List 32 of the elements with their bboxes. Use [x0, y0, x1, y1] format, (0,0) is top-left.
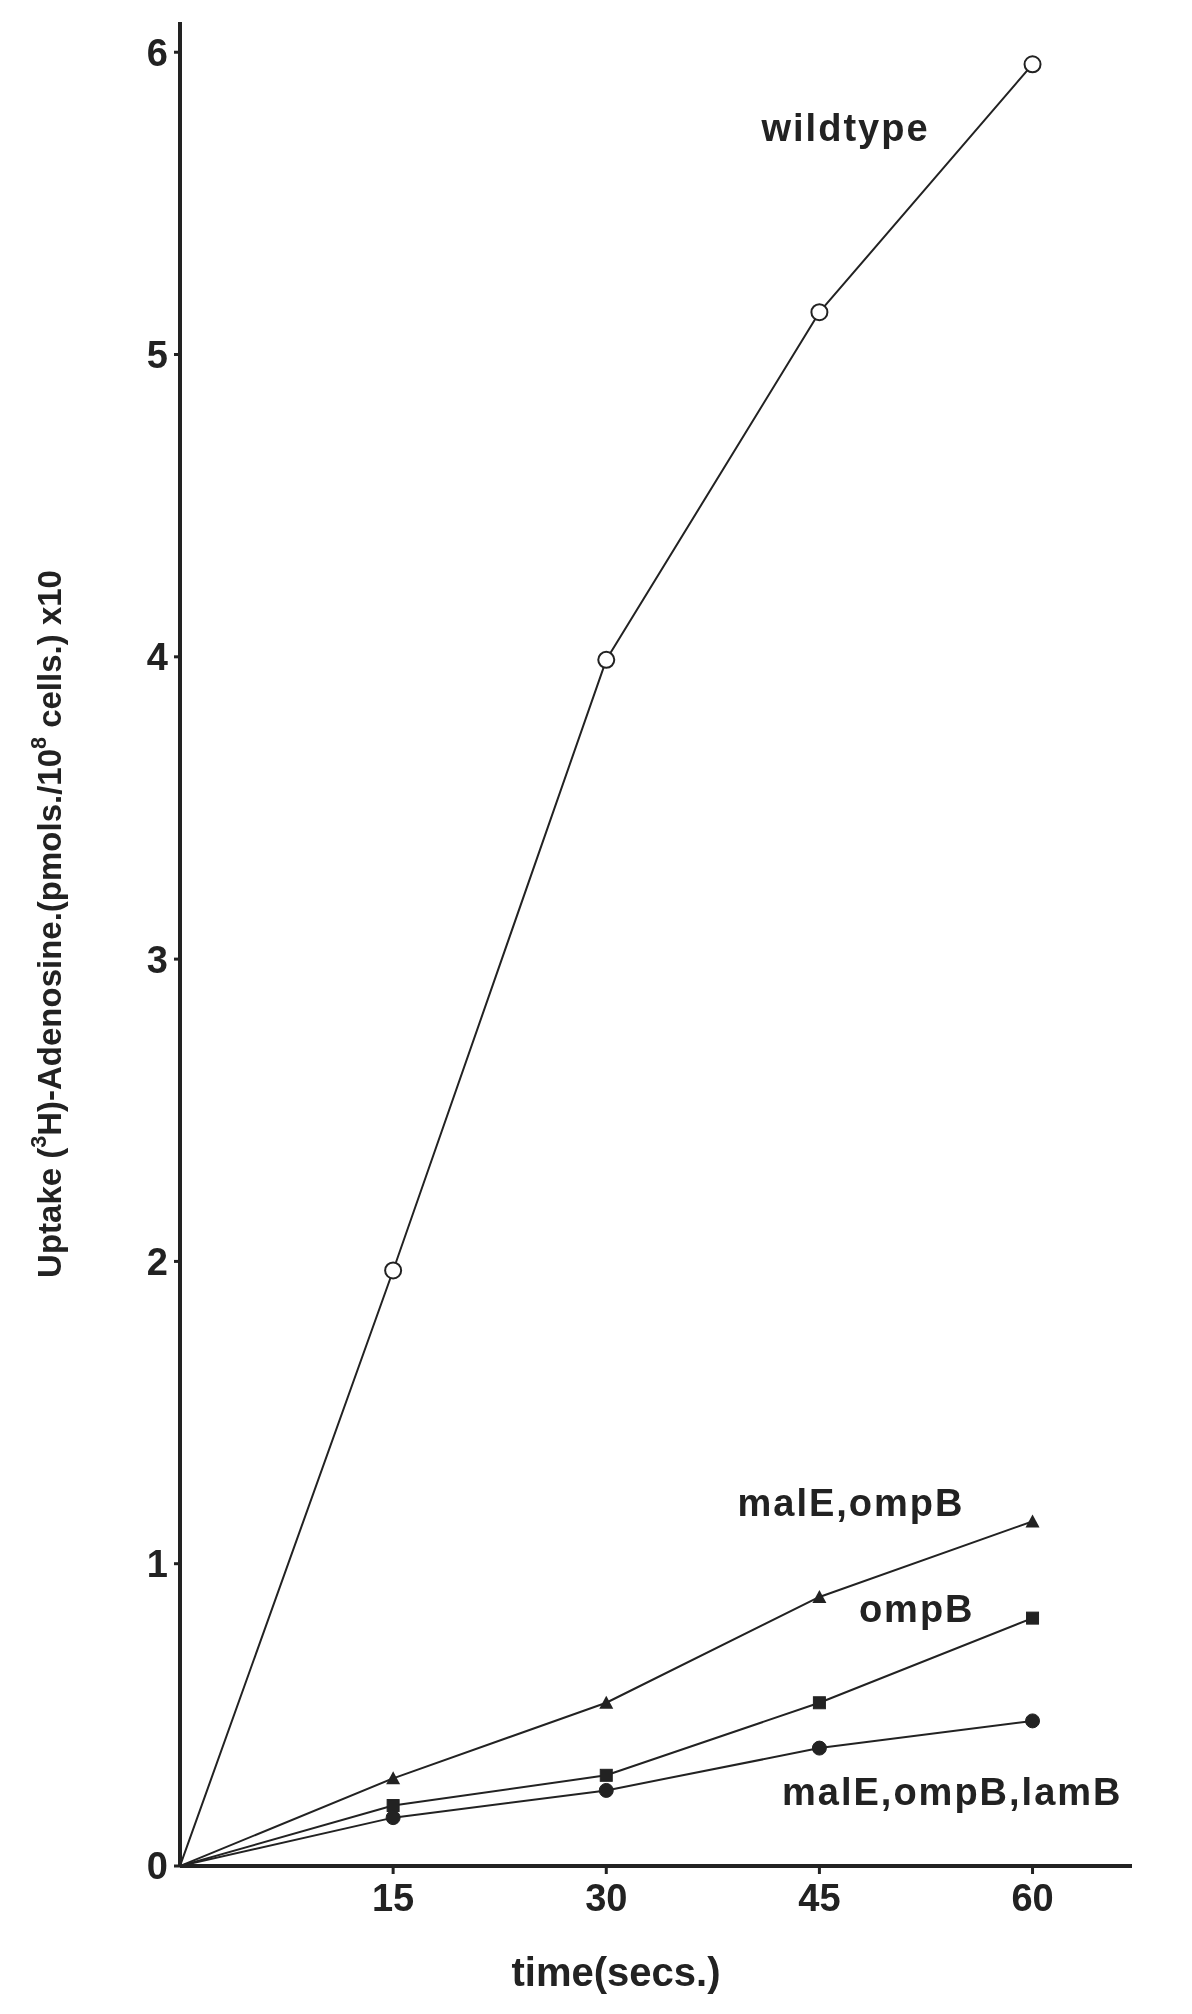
y-tick-label: 2	[146, 1240, 168, 1283]
x-axis-title: time(secs.)	[511, 1950, 721, 1994]
x-tick-label: 15	[371, 1876, 415, 1919]
point	[385, 1810, 401, 1826]
point	[1026, 1611, 1040, 1625]
point	[599, 1695, 614, 1709]
y-tick-label: 1	[146, 1543, 168, 1586]
point	[812, 1696, 826, 1710]
point	[1023, 55, 1042, 74]
series-label: wildtype	[760, 107, 930, 150]
point	[811, 1740, 827, 1756]
y-tick-label: 4	[146, 636, 168, 679]
point	[386, 1799, 400, 1813]
point	[384, 1261, 403, 1280]
y-tick-label: 6	[146, 31, 168, 74]
point	[810, 303, 829, 322]
y-tick-label: 0	[146, 1845, 168, 1888]
x-tick-label: 60	[1011, 1876, 1054, 1919]
point	[812, 1589, 827, 1603]
point	[1025, 1514, 1040, 1528]
point	[386, 1771, 401, 1785]
series-label: ompB	[858, 1588, 975, 1631]
y-tick-label: 3	[146, 938, 168, 981]
point	[597, 650, 616, 669]
point	[1025, 1713, 1041, 1729]
point	[598, 1782, 614, 1798]
series-label: malE,ompB	[737, 1482, 965, 1525]
series-label: malE,ompB,lamB	[782, 1770, 1123, 1813]
x-tick-label: 45	[798, 1876, 841, 1919]
x-tick-label: 30	[585, 1876, 628, 1919]
y-tick-label: 5	[146, 334, 168, 377]
point	[599, 1768, 613, 1782]
